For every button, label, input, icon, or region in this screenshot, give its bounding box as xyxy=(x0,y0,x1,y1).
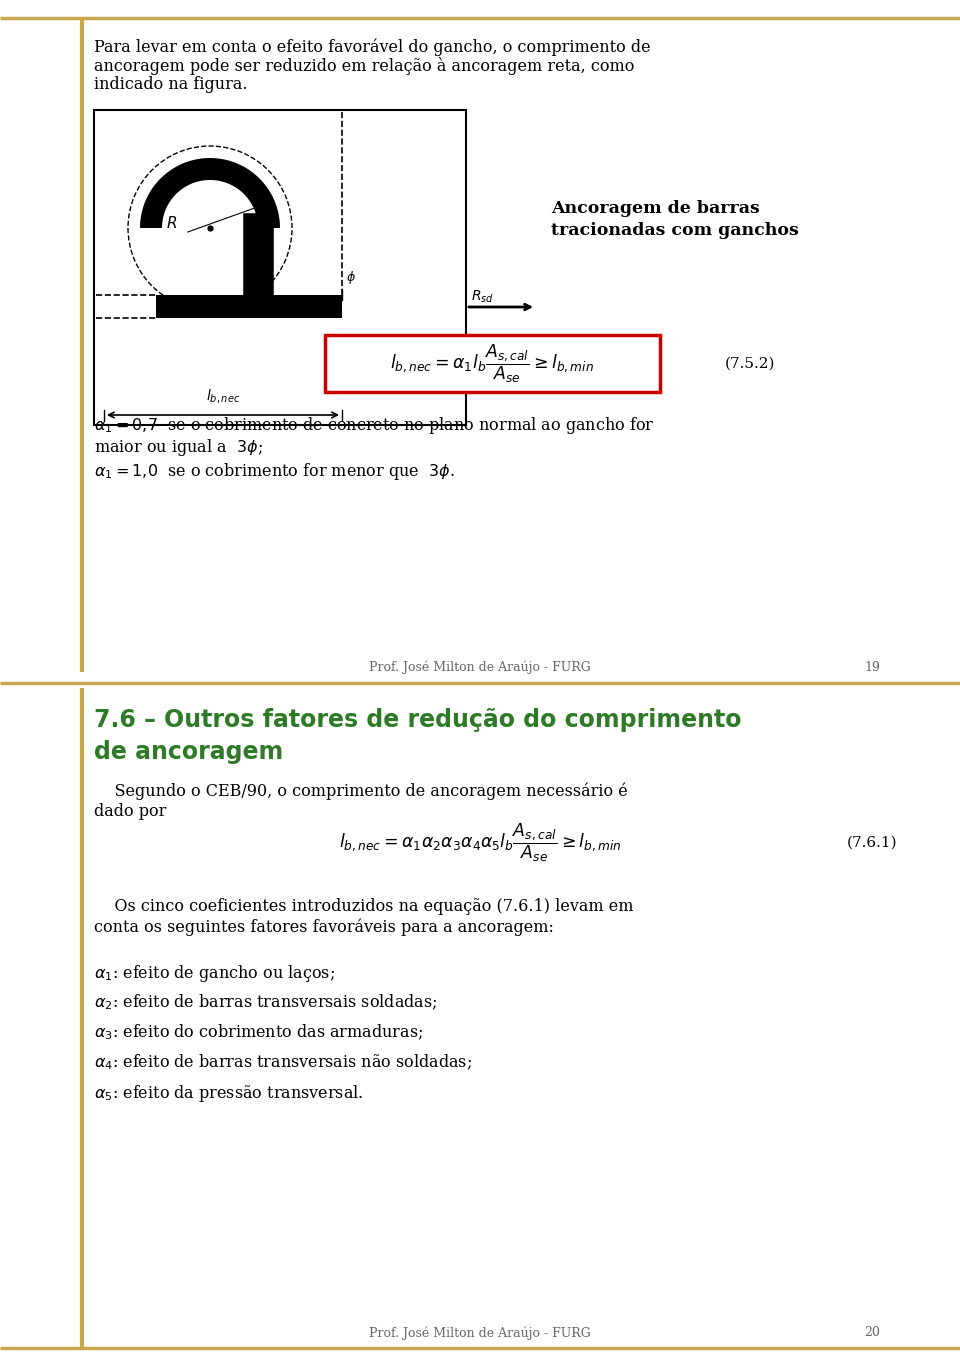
Text: $\alpha_1 = 0{,}7$  se o cobrimento de concreto no plano normal ao gancho for: $\alpha_1 = 0{,}7$ se o cobrimento de co… xyxy=(94,416,655,436)
Text: $R_{sd}$: $R_{sd}$ xyxy=(471,288,494,305)
Text: $l_{b,nec} = \alpha_1 l_b \dfrac{A_{s,cal}}{A_{se}} \geq l_{b,min}$: $l_{b,nec} = \alpha_1 l_b \dfrac{A_{s,ca… xyxy=(391,342,594,385)
Text: $\alpha_3$: efeito do cobrimento das armaduras;: $\alpha_3$: efeito do cobrimento das arm… xyxy=(94,1023,423,1043)
Text: 7.6 – Outros fatores de redução do comprimento: 7.6 – Outros fatores de redução do compr… xyxy=(94,708,741,731)
Text: conta os seguintes fatores favoráveis para a ancoragem:: conta os seguintes fatores favoráveis pa… xyxy=(94,919,554,935)
Text: Ancoragem de barras: Ancoragem de barras xyxy=(551,200,759,217)
Text: tracionadas com ganchos: tracionadas com ganchos xyxy=(551,221,799,239)
Polygon shape xyxy=(140,159,280,228)
Text: de ancoragem: de ancoragem xyxy=(94,740,283,764)
Text: Os cinco coeficientes introduzidos na equação (7.6.1) levam em: Os cinco coeficientes introduzidos na eq… xyxy=(94,898,634,915)
Text: R: R xyxy=(167,216,178,231)
Text: 20: 20 xyxy=(864,1326,880,1340)
Text: (7.5.2): (7.5.2) xyxy=(725,357,776,370)
Text: (7.6.1): (7.6.1) xyxy=(847,837,898,850)
Text: $\alpha_2$: efeito de barras transversais soldadas;: $\alpha_2$: efeito de barras transversai… xyxy=(94,992,438,1013)
Text: Para levar em conta o efeito favorável do gancho, o comprimento de: Para levar em conta o efeito favorável d… xyxy=(94,38,651,56)
Text: maior ou igual a  $3\phi$;: maior ou igual a $3\phi$; xyxy=(94,437,263,458)
Text: indicado na figura.: indicado na figura. xyxy=(94,77,248,93)
Text: Prof. José Milton de Araújo - FURG: Prof. José Milton de Araújo - FURG xyxy=(370,1326,590,1340)
Text: $\alpha_1$: efeito de gancho ou laços;: $\alpha_1$: efeito de gancho ou laços; xyxy=(94,962,335,984)
Text: Prof. José Milton de Araújo - FURG: Prof. José Milton de Araújo - FURG xyxy=(370,662,590,674)
Text: Segundo o CEB/90, o comprimento de ancoragem necessário é: Segundo o CEB/90, o comprimento de ancor… xyxy=(94,783,628,801)
Text: 19: 19 xyxy=(864,662,880,674)
Text: $\alpha_5$: efeito da pressão transversal.: $\alpha_5$: efeito da pressão transversa… xyxy=(94,1083,364,1105)
Bar xyxy=(156,295,342,319)
Text: $\phi$: $\phi$ xyxy=(346,269,356,286)
Text: ancoragem pode ser reduzido em relação à ancoragem reta, como: ancoragem pode ser reduzido em relação à… xyxy=(94,57,635,75)
Text: $l_{b,nec}$: $l_{b,nec}$ xyxy=(205,387,240,405)
Text: $\alpha_1 = 1{,}0$  se o cobrimento for menor que  $3\phi$.: $\alpha_1 = 1{,}0$ se o cobrimento for m… xyxy=(94,461,455,483)
Bar xyxy=(94,109,466,425)
Text: $l_{b,nec} = \alpha_1\alpha_2\alpha_3\alpha_4\alpha_5 l_b \dfrac{A_{s,cal}}{A_{s: $l_{b,nec} = \alpha_1\alpha_2\alpha_3\al… xyxy=(339,822,621,864)
Text: dado por: dado por xyxy=(94,802,166,820)
Text: $\alpha_4$: efeito de barras transversais não soldadas;: $\alpha_4$: efeito de barras transversai… xyxy=(94,1053,472,1072)
FancyBboxPatch shape xyxy=(325,335,660,392)
